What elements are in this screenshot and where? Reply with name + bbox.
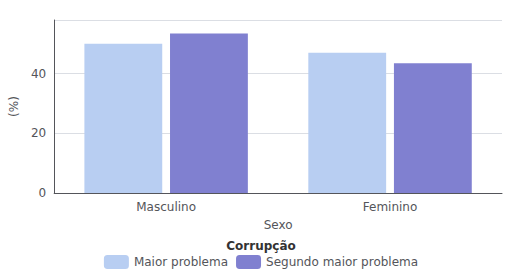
svg-text:Feminino: Feminino [363,200,418,214]
svg-text:Masculino: Masculino [136,200,196,214]
svg-text:40: 40 [31,67,46,81]
svg-text:Maior problema: Maior problema [134,255,228,269]
svg-text:(%): (%) [7,96,21,117]
svg-text:Corrupção: Corrupção [226,239,295,253]
svg-text:0: 0 [39,186,47,200]
svg-text:20: 20 [31,126,46,140]
svg-text:Sexo: Sexo [264,218,293,232]
svg-text:Segundo maior problema: Segundo maior problema [266,255,418,269]
